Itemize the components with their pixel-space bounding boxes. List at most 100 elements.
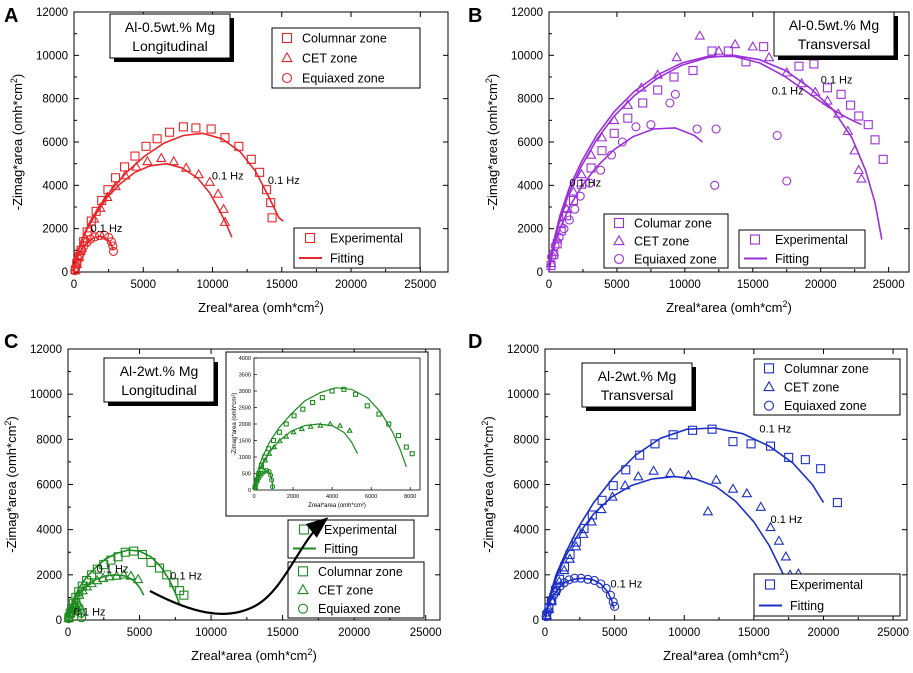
annotation-a-1: 0.1 Hz <box>268 175 300 187</box>
data-point-b-1-1 <box>548 246 560 257</box>
inset-data-point-0-8 <box>283 421 289 427</box>
legend-zones-box-d <box>753 358 901 416</box>
data-point-d-2-10 <box>576 573 586 583</box>
data-point-a-0-15 <box>165 127 175 137</box>
data-point-d-2-0 <box>541 612 551 622</box>
data-point-b-0-9 <box>609 128 619 138</box>
data-point-b-1-21 <box>809 86 821 96</box>
y-tick-label-c-2: 4000 <box>36 525 62 537</box>
data-point-b-1-26 <box>853 164 865 174</box>
x-tick-label-d-0: 0 <box>542 627 548 639</box>
panel-b: B 0 5000 10000 15000 20000 25000 0 2000 4000 6000… <box>468 5 910 315</box>
panel-label-d: D <box>468 331 482 353</box>
data-point-d-1-9 <box>586 516 597 526</box>
data-point-a-2-9 <box>90 232 100 242</box>
x-tick-label-b-5: 25000 <box>873 279 905 291</box>
title-box-c <box>103 357 215 403</box>
data-point-d-1-14 <box>648 465 659 475</box>
data-point-b-2-16 <box>710 180 720 190</box>
y-tick-label-c-1: 2000 <box>36 570 62 582</box>
data-point-d-1-19 <box>727 483 739 493</box>
data-point-c-1-14 <box>125 570 137 580</box>
data-point-d-1-6 <box>564 553 576 563</box>
data-point-d-1-20 <box>741 487 753 498</box>
data-point-b-2-11 <box>631 122 641 132</box>
data-point-a-0-17 <box>191 123 201 133</box>
data-point-b-2-5 <box>570 204 580 214</box>
y-tick-label-b-0: 0 <box>537 267 543 279</box>
data-point-a-0-21 <box>246 154 256 164</box>
inset-data-point-1-4 <box>261 456 269 463</box>
inset-data-point-0-12 <box>319 395 325 401</box>
data-point-d-0-23 <box>816 464 826 474</box>
inset-data-point-1-3 <box>258 463 265 470</box>
inset-data-point-0-13 <box>329 388 335 394</box>
data-point-a-1-5 <box>83 222 95 233</box>
data-point-b-1-11 <box>636 82 647 92</box>
data-point-b-1-16 <box>729 38 741 49</box>
legend-label-d-1: CET zone <box>784 381 839 395</box>
inset-data-point-0-10 <box>300 406 306 412</box>
legend-label-c-2: Equiaxed zone <box>318 602 401 616</box>
data-point-d-1-8 <box>577 528 589 538</box>
x-tick-label-b-0: 0 <box>546 279 552 291</box>
x-tick-label-a-0: 0 <box>71 279 77 291</box>
y-tick-label-b-3: 6000 <box>517 137 543 149</box>
data-point-b-2-7 <box>585 178 595 188</box>
data-point-c-1-11 <box>104 570 115 581</box>
inset-data-point-0-16 <box>364 403 370 409</box>
x-tick-label-c-5: 25000 <box>410 627 442 639</box>
y-tick-label-a-4: 8000 <box>42 94 68 106</box>
data-point-d-0-20 <box>766 441 776 451</box>
data-point-b-0-17 <box>741 57 751 67</box>
x-tick-label-d-5: 25000 <box>877 627 909 639</box>
x-tick-label-a-1: 5000 <box>130 279 156 291</box>
data-point-d-1-4 <box>553 575 565 586</box>
title-line-a-0: Al-0.5wt.% Mg <box>125 19 215 35</box>
legend-marker-b-0 <box>613 217 625 229</box>
y-tick-label-d-1: 2000 <box>513 570 539 582</box>
data-point-a-0-6 <box>86 216 96 226</box>
legend-zones-box-b <box>603 213 729 269</box>
data-point-a-0-16 <box>178 122 188 132</box>
title-line-b-0: Al-0.5wt.% Mg <box>789 17 879 33</box>
data-point-d-0-15 <box>668 430 678 440</box>
annotation-a-2: 0.1 Hz <box>91 223 123 235</box>
inset-data-point-2-7 <box>264 467 270 474</box>
y-axis-label-c: -Zimag*area (omh*cm2) <box>3 416 19 553</box>
inset-data-point-1-12 <box>317 422 324 428</box>
data-point-b-1-10 <box>622 99 634 109</box>
y-tick-label-d-6: 12000 <box>507 344 539 356</box>
inset-y-tick-label-8: 4000 <box>239 356 251 362</box>
data-point-c-1-12 <box>111 570 122 580</box>
data-point-d-1-2 <box>546 595 558 605</box>
panel-c: C 0 5000 10000 15000 20000 250000200040006000… <box>3 331 442 663</box>
fit-line-c-0 <box>67 549 181 621</box>
data-point-a-0-22 <box>255 167 265 177</box>
legend-marker-c-2 <box>297 603 309 614</box>
inset-x-tick-label-1: 2000 <box>287 494 299 500</box>
data-point-a-1-8 <box>101 191 113 201</box>
data-point-d-1-24 <box>780 551 792 561</box>
data-point-a-2-5 <box>77 245 87 255</box>
data-point-b-2-0 <box>547 252 557 262</box>
data-point-d-2-4 <box>549 590 559 600</box>
legend-marker-a-0 <box>281 32 293 44</box>
inset-data-point-2-9 <box>268 472 274 478</box>
data-point-b-1-0 <box>545 257 557 268</box>
inset-data-point-0-9 <box>291 413 297 419</box>
legend-marker-d-0 <box>763 363 775 374</box>
inset-y-tick-label-1: 500 <box>242 472 251 478</box>
inset-data-point-0-11 <box>310 399 316 406</box>
data-point-a-2-1 <box>71 263 81 273</box>
title-line-c-0: Al-2wt.% Mg <box>120 363 199 379</box>
data-point-c-1-15 <box>132 573 144 584</box>
x-tick-label-a-4: 20000 <box>335 279 367 291</box>
x-tick-label-c-3: 15000 <box>267 627 299 639</box>
x-tick-label-b-2: 10000 <box>669 279 701 291</box>
panel-a: A 0 5000 10000 15000 20000 25000 0 2000 4000 6000… <box>4 5 449 315</box>
panel-label-a: A <box>4 5 18 27</box>
x-tick-label-d-1: 5000 <box>602 627 628 639</box>
data-point-b-2-13 <box>665 98 675 108</box>
data-point-b-0-23 <box>836 89 846 99</box>
